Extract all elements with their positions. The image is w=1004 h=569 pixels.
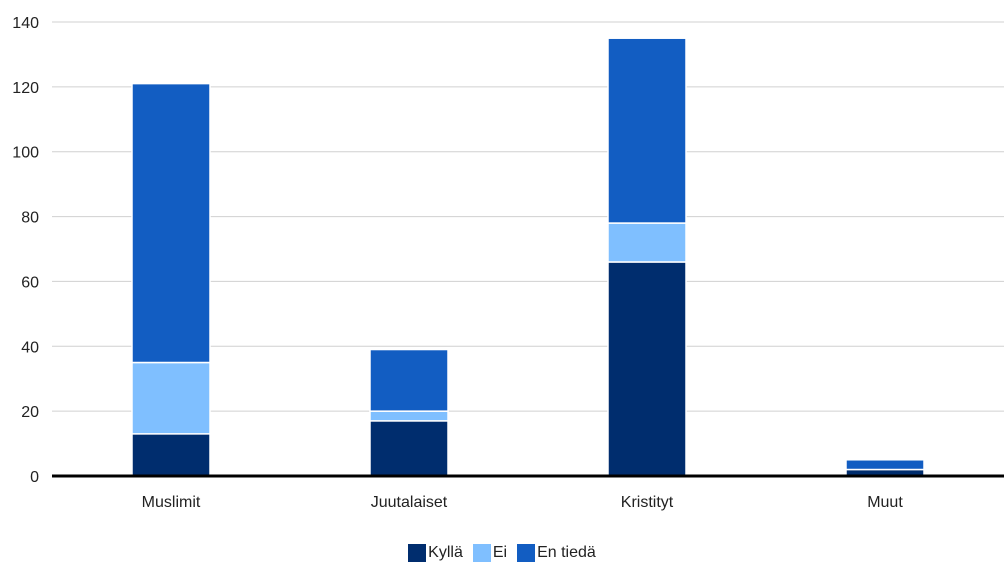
x-category-label-muslimit: Muslimit bbox=[142, 494, 201, 511]
bar-juutalaiset-ei bbox=[369, 410, 449, 422]
legend-item-ei: Ei bbox=[472, 544, 508, 562]
y-tick-label-80: 80 bbox=[21, 210, 39, 227]
bar-juutalaiset-en-tieda bbox=[369, 348, 449, 412]
x-category-label-kristityt: Kristityt bbox=[621, 494, 674, 511]
bar-juutalaiset-kylla bbox=[369, 420, 449, 477]
bar-kristityt-ei bbox=[607, 222, 687, 263]
bar-muslimit-kylla bbox=[131, 433, 211, 477]
legend: Kyllä Ei En tiedä bbox=[0, 542, 1004, 564]
y-axis-tick-labels: 0 20 40 60 80 100 120 140 bbox=[12, 15, 39, 486]
y-tick-label-100: 100 bbox=[12, 145, 39, 162]
y-tick-label-40: 40 bbox=[21, 339, 39, 356]
bar-kristityt-kylla bbox=[607, 261, 687, 477]
y-tick-label-0: 0 bbox=[30, 469, 39, 486]
bar-muslimit-en-tieda bbox=[131, 82, 211, 364]
bar-muut-en-tieda bbox=[845, 459, 925, 471]
y-tick-label-120: 120 bbox=[12, 80, 39, 97]
legend-item-en-tieda: En tiedä bbox=[517, 544, 596, 562]
x-axis-category-labels: Muslimit Juutalaiset Kristityt Muut bbox=[142, 494, 904, 511]
y-tick-label-140: 140 bbox=[12, 15, 39, 32]
legend-swatch-kylla bbox=[408, 544, 427, 562]
y-tick-label-60: 60 bbox=[21, 274, 39, 291]
bars bbox=[131, 37, 925, 477]
legend-swatch-ei bbox=[472, 544, 491, 562]
y-tick-label-20: 20 bbox=[21, 404, 39, 421]
legend-label-en-tieda: En tiedä bbox=[537, 544, 596, 561]
x-category-label-juutalaiset: Juutalaiset bbox=[371, 494, 448, 511]
x-category-label-muut: Muut bbox=[867, 494, 903, 511]
bar-kristityt-en-tieda bbox=[607, 37, 687, 224]
legend-label-ei: Ei bbox=[492, 544, 508, 561]
legend-item-kylla: Kyllä bbox=[408, 544, 463, 562]
legend-label-kylla: Kyllä bbox=[428, 544, 463, 561]
legend-swatch-en-tieda bbox=[517, 544, 536, 562]
bar-muslimit-ei bbox=[131, 361, 211, 435]
